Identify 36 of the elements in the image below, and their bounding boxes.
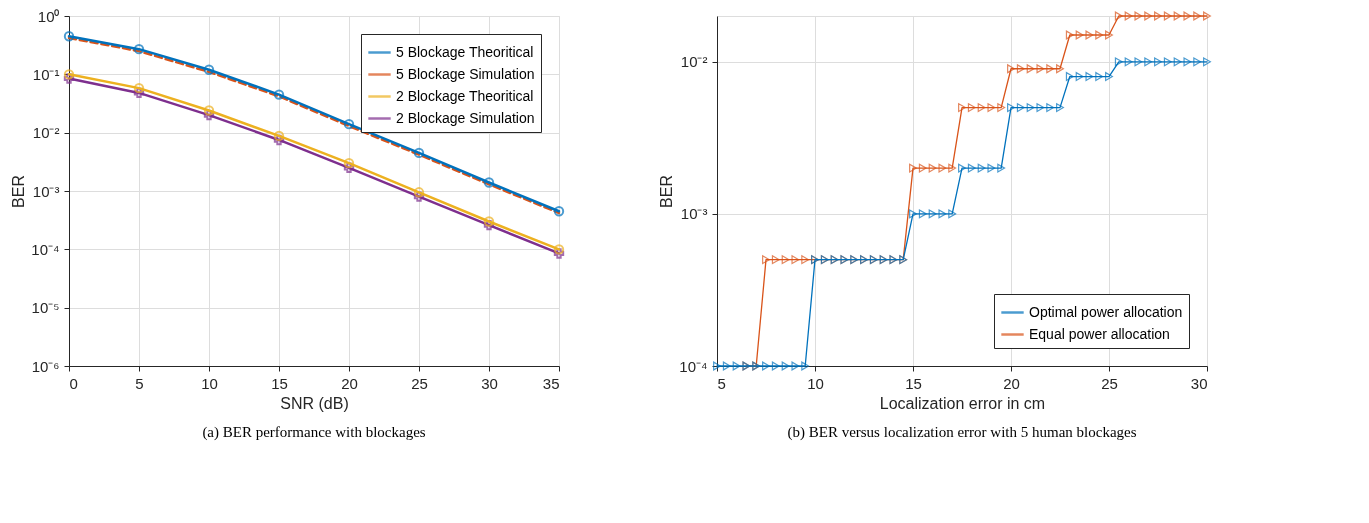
y-tick-label: 10⁻³ — [680, 205, 708, 223]
x-axis-title: Localization error in cm — [879, 394, 1046, 412]
text: (b) BER versus localization error with 5 human blockages — [787, 424, 1137, 441]
y-tick-label: 10⁻⁴ — [679, 357, 708, 375]
legend-label: 2 Blockage Theoritical — [396, 87, 534, 104]
x-tick-label: 0 — [69, 374, 78, 392]
x-tick-label: 35 — [542, 374, 560, 392]
y-tick-label: 10⁻² — [32, 124, 60, 142]
legend-label: 5 Blockage Theoritical — [396, 43, 534, 60]
y-tick-label: 10⁻¹ — [32, 65, 60, 83]
x-axis-title: SNR (dB) — [280, 394, 349, 412]
text: (a) BER performance with blockages — [202, 424, 426, 441]
x-tick-label: 10 — [201, 374, 218, 392]
x-tick-label: 25 — [411, 374, 428, 392]
x-tick-label: 5 — [717, 374, 726, 392]
x-tick-label: 30 — [1190, 374, 1208, 392]
x-tick-label: 20 — [1003, 374, 1020, 392]
y-tick-label: 10⁻³ — [32, 182, 60, 200]
y-tick-label: 10⁻⁵ — [31, 299, 60, 317]
x-tick-label: 10 — [807, 374, 824, 392]
x-tick-label: 25 — [1101, 374, 1118, 392]
x-tick-label: 15 — [905, 374, 922, 392]
legend-label: Optimal power allocation — [1029, 303, 1183, 320]
y-axis-title: BER — [10, 175, 28, 208]
y-tick-label: 10⁰ — [37, 7, 60, 25]
legend-label: Equal power allocation — [1029, 325, 1170, 342]
x-tick-label: 5 — [135, 374, 144, 392]
y-tick-label: 10⁻² — [680, 53, 708, 71]
x-tick-label: 15 — [271, 374, 288, 392]
y-tick-label: 10⁻⁶ — [31, 357, 60, 375]
y-tick-label: 10⁻⁴ — [31, 240, 60, 258]
legend-label: 5 Blockage Simulation — [396, 65, 535, 82]
x-tick-label: 20 — [341, 374, 358, 392]
x-tick-label: 30 — [481, 374, 498, 392]
y-axis-title: BER — [658, 175, 676, 208]
legend-label: 2 Blockage Simulation — [396, 109, 535, 126]
